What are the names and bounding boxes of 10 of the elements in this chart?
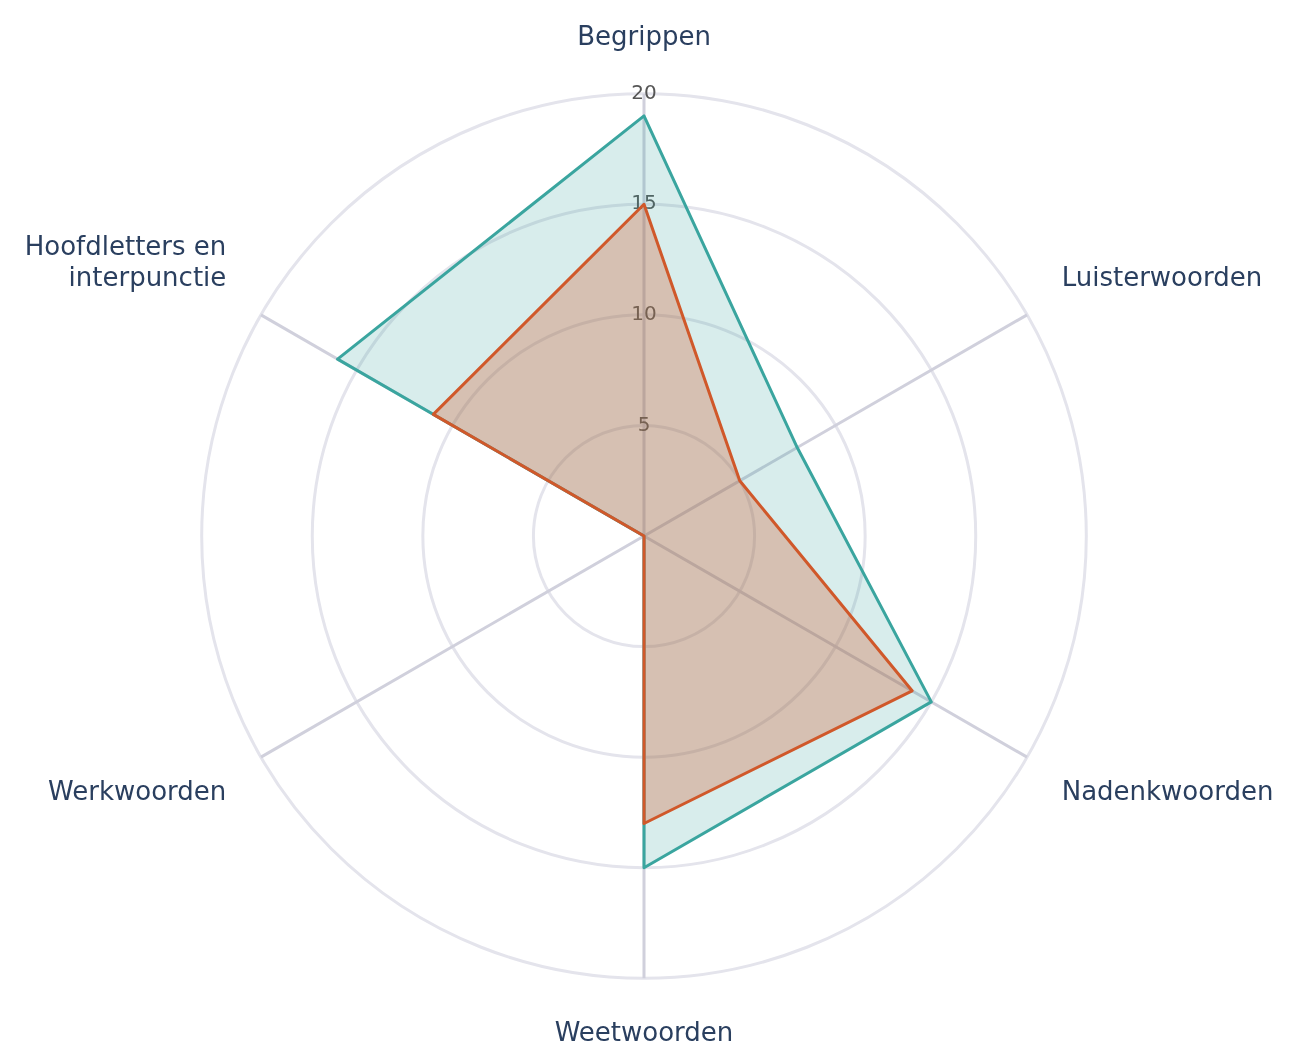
- spoke-label: Werkwoorden: [48, 775, 227, 806]
- spoke-label: Begrippen: [577, 20, 711, 51]
- y-tick-label: 15: [631, 190, 657, 215]
- y-tick-label: 5: [637, 411, 651, 436]
- spoke-label: Weetwoorden: [554, 1016, 734, 1047]
- y-tick-label: 10: [631, 301, 657, 326]
- y-tick-label: 20: [631, 79, 657, 104]
- spoke-label: Hoofdletters en interpunctie: [24, 230, 227, 292]
- spoke-label: Luisterwoorden: [1061, 262, 1263, 292]
- spoke-label: Nadenkwoorden: [1061, 775, 1274, 806]
